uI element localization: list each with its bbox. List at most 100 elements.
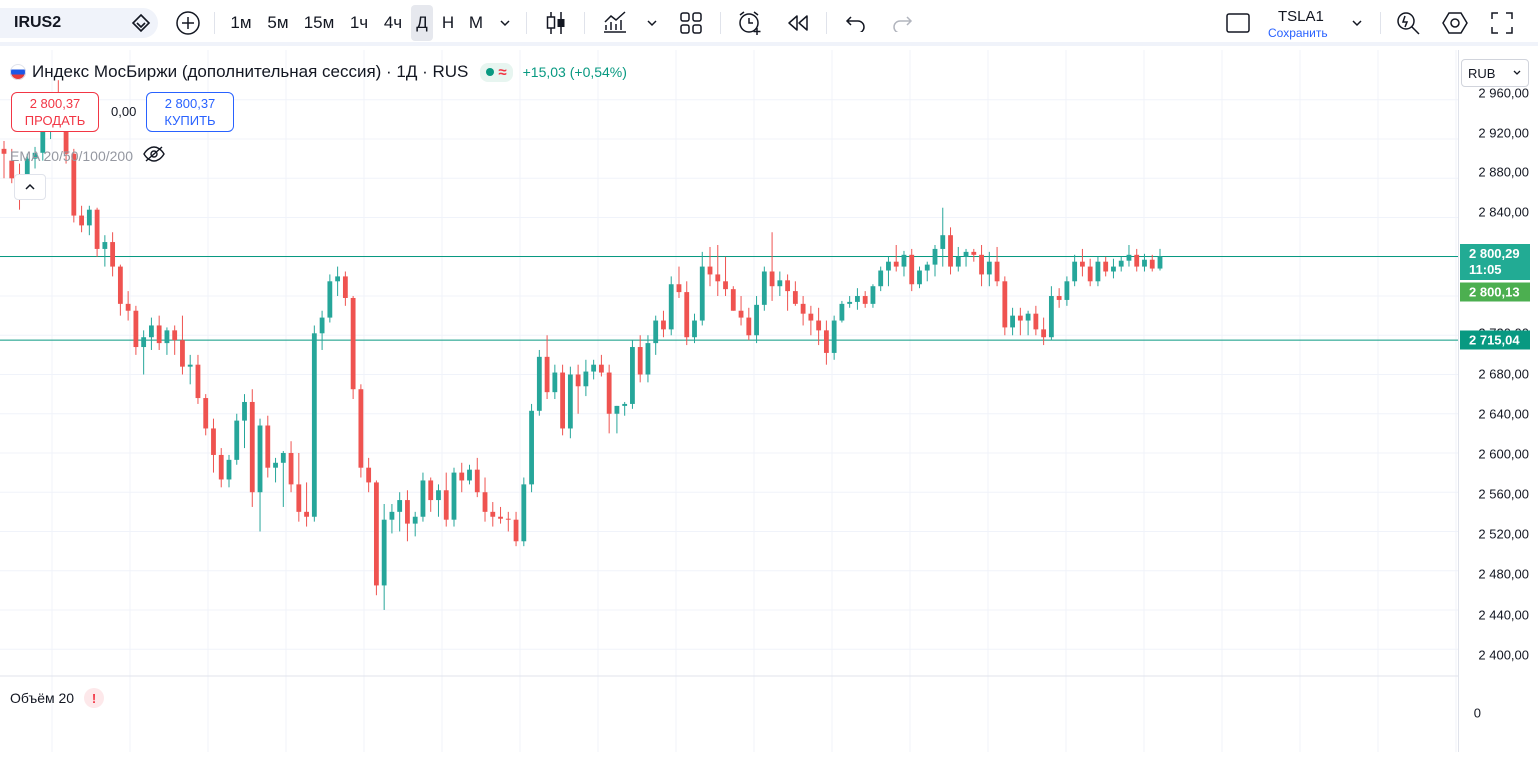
volume-indicator-legend[interactable]: Объём 20 ! <box>10 688 105 708</box>
replay-icon[interactable] <box>784 8 812 38</box>
timeframe-5m[interactable]: 5м <box>267 13 289 32</box>
candle-down <box>9 160 15 179</box>
top-toolbar: IRUS2 1м 5м 15м 1ч 4ч Д Н М <box>0 0 1538 46</box>
candle-down <box>1149 259 1155 269</box>
russia-flag-icon <box>10 64 26 80</box>
sell-price: 2 800,37 <box>29 96 81 111</box>
candle-down <box>490 511 496 517</box>
timeframe-4h[interactable]: 4ч <box>383 13 403 32</box>
candle-up <box>102 242 108 249</box>
separator <box>526 12 527 34</box>
candle-down <box>358 389 364 468</box>
warning-icon[interactable]: ! <box>84 688 105 708</box>
candle-up <box>645 343 651 375</box>
chevron-up-icon <box>25 183 35 190</box>
settings-icon[interactable] <box>1440 8 1470 38</box>
fullscreen-icon[interactable] <box>1488 8 1516 38</box>
candle-up <box>397 500 403 512</box>
candle-up <box>870 286 876 304</box>
plus-icon[interactable] <box>174 8 202 38</box>
candle-down <box>428 480 434 501</box>
templates-icon[interactable] <box>676 8 706 38</box>
candle-down <box>1056 296 1062 300</box>
timeframe-1h[interactable]: 1ч <box>349 13 369 32</box>
indicators-icon[interactable] <box>600 8 630 38</box>
candle-down <box>800 303 806 314</box>
indicators-dropdown-chevron-icon[interactable] <box>642 8 662 38</box>
price-label: 2 440,00 <box>1478 607 1529 623</box>
price-label: 2 840,00 <box>1478 204 1529 220</box>
candle-up <box>149 325 154 338</box>
hidden-eye-icon[interactable] <box>143 146 165 165</box>
candle-down <box>1 148 7 154</box>
candle-up <box>1118 260 1124 267</box>
ema-indicator-legend[interactable]: EMA 20/50/100/200 <box>10 146 165 165</box>
delayed-data-icon: ≈ <box>498 63 507 81</box>
candle-up <box>924 264 930 271</box>
candle-up <box>521 484 527 542</box>
chevron-down-icon <box>1513 70 1521 75</box>
chart-pane[interactable] <box>0 50 1458 752</box>
candle-down <box>133 310 139 348</box>
candle-down <box>195 364 201 399</box>
separator <box>584 12 585 34</box>
last-price-tag: 2 800,29 11:05 <box>1460 244 1530 280</box>
symbol-title[interactable]: Индекс МосБиржи (дополнительная сессия) … <box>32 62 469 81</box>
candle-down <box>994 261 1000 282</box>
candle-down <box>373 482 379 586</box>
candle-down <box>738 310 744 318</box>
candles-icon[interactable] <box>542 8 570 38</box>
collapse-legend-button[interactable] <box>14 174 46 200</box>
buy-button[interactable]: 2 800,37 КУПИТЬ <box>146 92 234 132</box>
timeframe-day[interactable]: Д <box>411 5 433 41</box>
candle-down <box>203 398 209 429</box>
candle-down <box>676 284 682 293</box>
candle-down <box>862 296 868 304</box>
candle-down <box>71 153 77 216</box>
timeframe-15m[interactable]: 15м <box>303 13 335 32</box>
price-label: 2 600,00 <box>1478 446 1529 462</box>
candle-down <box>211 428 216 455</box>
alert-icon[interactable] <box>734 8 766 38</box>
compare-icon[interactable] <box>130 12 152 34</box>
layout-name[interactable]: TSLA1 <box>1278 8 1324 25</box>
timeframe-month[interactable]: М <box>468 13 484 32</box>
candle-up <box>335 276 341 282</box>
sell-button[interactable]: 2 800,37 ПРОДАТЬ <box>11 92 99 132</box>
market-status-badge[interactable]: ≈ <box>480 62 513 82</box>
candle-up <box>86 209 92 226</box>
candle-up <box>1072 261 1078 282</box>
candle-up <box>226 459 232 480</box>
candle-up <box>327 281 333 318</box>
save-button[interactable]: Сохранить <box>1268 26 1328 40</box>
candle-down <box>443 490 449 520</box>
candle-up <box>311 333 317 517</box>
candle-down <box>296 484 302 512</box>
candlestick-chart[interactable] <box>0 50 1458 752</box>
layout-icon[interactable] <box>1224 8 1252 38</box>
layout-dropdown-chevron-icon[interactable] <box>1346 8 1368 38</box>
candle-up <box>467 469 472 481</box>
timeframe-week[interactable]: Н <box>441 13 455 32</box>
price-axis[interactable]: 2 960,00 2 920,00 2 880,00 2 840,00 2 72… <box>1458 50 1538 752</box>
candle-down <box>707 266 713 275</box>
candle-down <box>63 114 69 154</box>
candle-down <box>971 251 977 255</box>
candle-up <box>381 519 387 586</box>
timeframe-dropdown-chevron-icon[interactable] <box>494 8 516 38</box>
candle-up <box>886 261 891 271</box>
undo-icon[interactable] <box>842 8 870 38</box>
quick-search-icon[interactable] <box>1394 8 1422 38</box>
candle-up <box>963 251 969 257</box>
candle-down <box>823 330 829 353</box>
candle-up <box>614 405 620 414</box>
currency-select[interactable]: RUB <box>1461 59 1529 87</box>
candle-up <box>436 490 441 501</box>
symbol-search-button[interactable]: IRUS2 <box>0 8 158 38</box>
candle-down <box>265 425 271 468</box>
candle-down <box>606 372 612 414</box>
candle-up <box>692 320 697 338</box>
timeframe-1m[interactable]: 1м <box>230 13 252 32</box>
candle-down <box>366 467 372 483</box>
redo-icon[interactable] <box>888 8 916 38</box>
